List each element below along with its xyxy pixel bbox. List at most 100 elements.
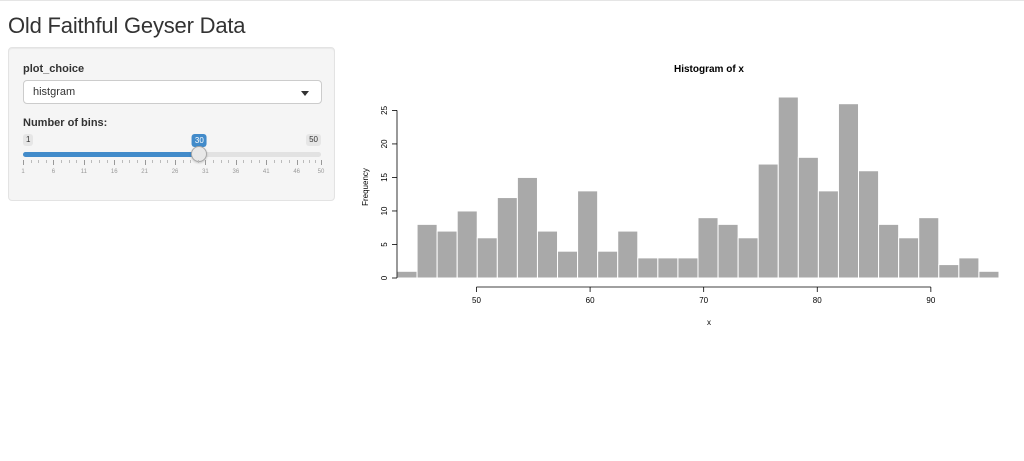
- histogram-bar: [717, 223, 739, 279]
- slider-minor-tick: [91, 160, 93, 163]
- histogram-bar: [637, 257, 659, 279]
- histogram-bar: [577, 190, 599, 279]
- slider-tick-label: 26: [171, 169, 179, 175]
- slider-tick-label: 1: [21, 169, 25, 175]
- slider-tick-label: 46: [293, 169, 301, 175]
- histogram-bar: [597, 250, 619, 279]
- slider-minor-tick: [213, 160, 215, 163]
- chevron-down-icon: [301, 91, 309, 96]
- x-tick-label: 60: [586, 296, 595, 305]
- y-tick-label: 0: [380, 275, 389, 280]
- slider-max-badge: 50: [306, 134, 321, 146]
- slider-minor-tick: [289, 160, 291, 163]
- chart-title: Histogram of x: [674, 64, 744, 75]
- histogram-bar: [436, 230, 458, 279]
- x-tick-label: 70: [699, 296, 708, 305]
- slider-major-tick: [296, 160, 298, 165]
- slider-minor-tick: [121, 160, 123, 163]
- slider-minor-tick: [190, 160, 192, 163]
- slider-major-tick: [23, 160, 24, 165]
- y-axis-label: Frequency: [361, 168, 370, 206]
- bins-slider-fill: [23, 152, 200, 157]
- histogram-bar: [878, 223, 900, 279]
- histogram-bar: [918, 217, 940, 279]
- plot-choice-value: histgram: [33, 86, 76, 98]
- slider-major-tick: [205, 160, 207, 165]
- histogram-bar: [697, 217, 719, 279]
- plot-choice-label: plot_choice: [23, 63, 85, 75]
- plot-choice-select[interactable]: histgram: [23, 80, 322, 104]
- bins-slider-track[interactable]: [23, 152, 321, 157]
- x-axis-label: x: [707, 318, 711, 327]
- slider-minor-tick: [302, 160, 304, 163]
- histogram-bar: [777, 96, 799, 279]
- histogram-bar: [797, 156, 819, 279]
- histogram-bar: [817, 190, 839, 279]
- slider-min-badge: 1: [23, 134, 34, 146]
- slider-minor-tick: [167, 160, 169, 163]
- slider-minor-tick: [152, 160, 154, 163]
- slider-minor-tick: [76, 160, 78, 163]
- slider-minor-tick: [99, 160, 101, 163]
- slider-tick-label: 21: [141, 169, 148, 175]
- slider-tick-label: 50: [317, 169, 325, 175]
- slider-minor-tick: [129, 160, 131, 163]
- slider-minor-tick: [68, 160, 70, 163]
- histogram-bar: [557, 250, 579, 279]
- slider-value-badge: 30: [191, 134, 207, 147]
- slider-tick-label: 6: [51, 169, 56, 175]
- histogram-bar: [677, 257, 699, 279]
- slider-major-tick: [235, 160, 237, 165]
- slider-minor-tick: [106, 160, 108, 163]
- slider-minor-tick: [182, 160, 184, 163]
- histogram-bar: [938, 264, 960, 279]
- slider-minor-tick: [45, 160, 47, 163]
- histogram-bar: [898, 237, 920, 279]
- slider-major-tick: [83, 160, 85, 165]
- slider-major-tick: [53, 160, 55, 165]
- slider-minor-tick: [220, 160, 222, 163]
- page-title: Old Faithful Geyser Data: [8, 13, 246, 38]
- histogram-bar: [496, 197, 518, 279]
- slider-major-tick: [175, 160, 177, 165]
- histogram-bar: [757, 163, 779, 279]
- slider-minor-tick: [308, 160, 310, 163]
- slider-major-tick: [144, 160, 146, 165]
- y-tick-label: 20: [380, 139, 389, 148]
- y-tick-label: 10: [380, 206, 389, 215]
- slider-tick-label: 11: [80, 169, 87, 175]
- slider-minor-tick: [159, 160, 161, 163]
- y-tick-label: 15: [380, 172, 389, 181]
- sidebar-panel: plot_choice histgram Number of bins: 1 5…: [8, 47, 335, 201]
- histogram-bar: [837, 103, 860, 279]
- histogram-bar: [476, 237, 498, 279]
- slider-minor-tick: [273, 160, 275, 163]
- bins-slider-handle[interactable]: [191, 146, 208, 162]
- slider-minor-tick: [314, 160, 316, 163]
- slider-minor-tick: [197, 160, 199, 163]
- top-border: [0, 0, 1024, 1]
- slider-minor-tick: [61, 160, 62, 163]
- slider-major-tick: [321, 160, 322, 165]
- slider-tick-label: 41: [262, 169, 270, 175]
- slider-minor-tick: [281, 160, 283, 163]
- slider-minor-tick: [38, 160, 40, 163]
- bins-label: Number of bins:: [23, 117, 108, 129]
- histogram-bar: [456, 210, 478, 279]
- y-tick-label: 5: [380, 242, 389, 247]
- slider-major-tick: [114, 160, 116, 165]
- x-tick-label: 90: [926, 296, 935, 305]
- histogram-bar: [536, 230, 559, 279]
- histogram-bar: [958, 257, 980, 279]
- histogram-bar: [396, 270, 418, 279]
- slider-minor-tick: [243, 160, 245, 163]
- slider-major-tick: [266, 160, 268, 165]
- slider-tick-label: 16: [110, 169, 118, 175]
- histogram-bar: [617, 230, 639, 279]
- histogram-bar: [657, 257, 679, 279]
- slider-minor-tick: [258, 160, 260, 163]
- histogram-bar: [737, 237, 759, 279]
- histogram-chart: Histogram of x 50 60 70 80 90 0 5 10 15 20 25 x Frequ…: [361, 64, 1000, 327]
- histogram-bar: [978, 270, 1000, 279]
- slider-minor-tick: [30, 160, 32, 163]
